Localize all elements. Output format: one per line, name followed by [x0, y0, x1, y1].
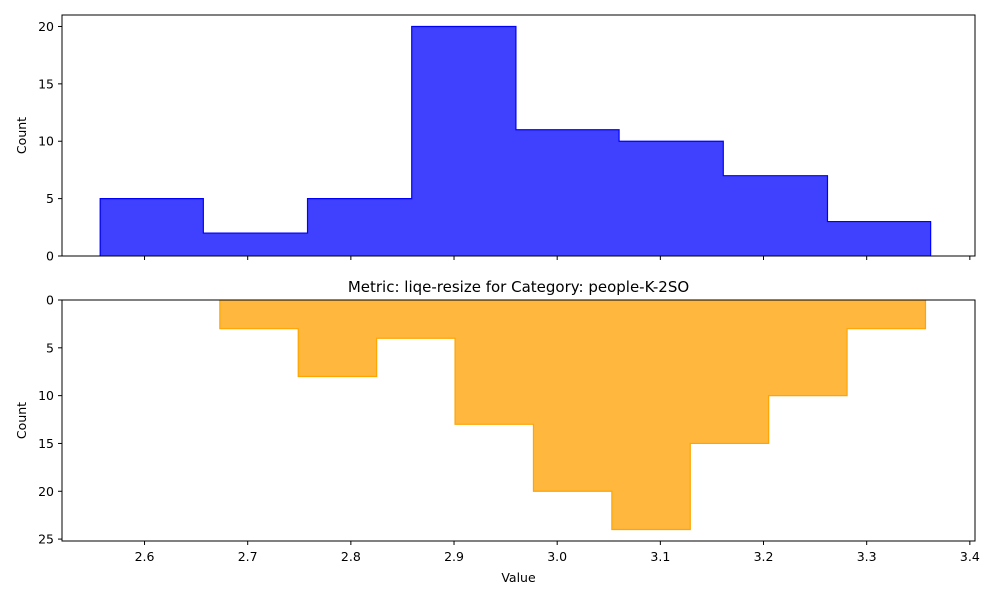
chart-title: Metric: liqe-resize for Category: people… [348, 278, 689, 296]
x-tick-label: 2.9 [444, 549, 464, 564]
x-tick-label: 3.3 [857, 549, 877, 564]
x-axis-label: Value [501, 570, 536, 585]
y-tick-label: 25 [38, 532, 54, 547]
x-tick-label: 2.7 [238, 549, 258, 564]
histogram-outline [99, 25, 932, 256]
y-tick-label: 20 [38, 484, 54, 499]
y-tick-label: 5 [46, 340, 54, 355]
top-histogram-panel: 0 5 10 15 20 Count [14, 14, 976, 264]
histogram-outline [219, 300, 927, 531]
y-tick-label: 10 [38, 388, 54, 403]
histogram-area [219, 300, 926, 530]
y-tick-label: 15 [38, 76, 54, 91]
x-tick-label: 2.6 [135, 549, 155, 564]
y-tick-label: 20 [38, 19, 54, 34]
x-tick-label: 3.1 [650, 549, 670, 564]
x-tick-label: 2.8 [341, 549, 361, 564]
y-tick-label: 0 [46, 293, 54, 308]
y-axis-label: Count [14, 117, 29, 154]
y-tick-label: 10 [38, 134, 54, 149]
x-tick-label: 3.4 [960, 549, 980, 564]
y-tick-label: 0 [46, 249, 54, 264]
y-tick-label: 15 [38, 436, 54, 451]
x-tick-label: 3.2 [754, 549, 774, 564]
axes-frame [61, 14, 976, 257]
y-tick-label: 5 [46, 191, 54, 206]
axes-frame [61, 299, 976, 542]
y-axis-label: Count [14, 402, 29, 439]
x-tick-label: 3.0 [547, 549, 567, 564]
bottom-histogram-panel: 0 5 10 15 20 25 2.6 2.7 2.8 2.9 3.0 3.1 3.2 3.3 3.4 Cou… [14, 278, 980, 585]
